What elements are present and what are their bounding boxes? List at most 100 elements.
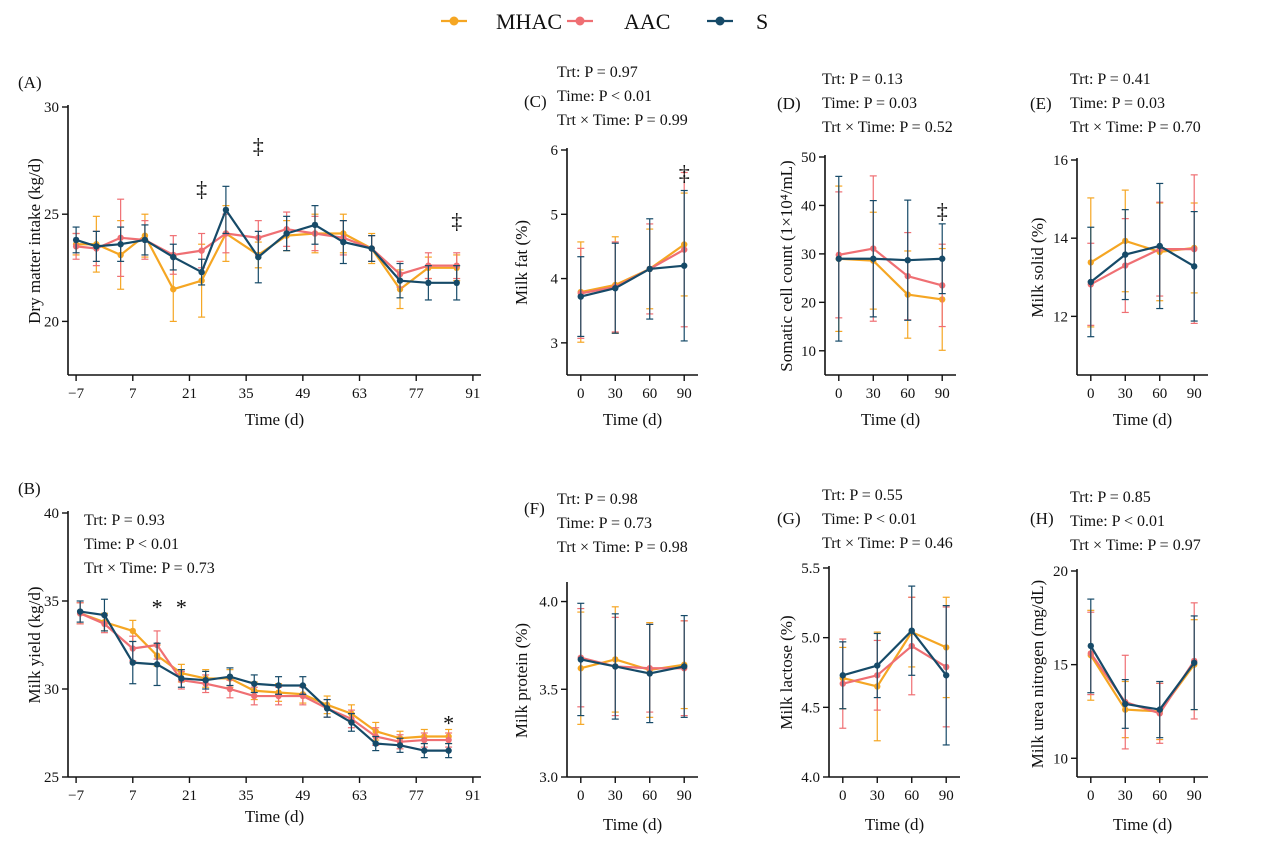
x-tick-label: 60 xyxy=(1152,386,1167,402)
series-line xyxy=(79,612,449,743)
y-tick-label: 50 xyxy=(801,150,816,166)
x-tick-label: 0 xyxy=(1087,788,1095,804)
x-axis-title: Time (d) xyxy=(603,815,662,834)
y-tick-label: 20 xyxy=(1053,564,1068,580)
x-tick-label: 30 xyxy=(608,788,623,804)
x-tick-label: 30 xyxy=(870,788,885,804)
series-line xyxy=(79,610,449,752)
panel-g: (G) Trt: P = 0.55 Time: P < 0.01 Trt × Time… xyxy=(777,487,960,834)
x-tick-label: 90 xyxy=(939,788,954,804)
panel-label: (E) xyxy=(1030,94,1052,113)
x-tick-label: 0 xyxy=(839,788,847,804)
series-s xyxy=(839,585,950,746)
series-line xyxy=(838,257,943,301)
x-tick-label: 7 xyxy=(129,386,137,402)
series-s xyxy=(577,189,688,342)
y-tick-label: 20 xyxy=(44,314,59,330)
y-tick-label: 10 xyxy=(801,344,816,360)
y-tick-label: 40 xyxy=(801,198,816,214)
legend-item-aac: AAC xyxy=(567,9,670,34)
y-axis-title: Milk fat (%) xyxy=(512,220,531,305)
x-tick-label: 30 xyxy=(866,386,881,402)
data-point xyxy=(1122,251,1129,258)
data-point xyxy=(421,747,428,754)
data-point xyxy=(101,611,108,619)
series-mhac xyxy=(835,185,946,351)
error-bars xyxy=(835,185,946,351)
legend-marker xyxy=(575,16,585,26)
series-s xyxy=(72,185,461,301)
stat-line: Trt × Time: P = 0.70 xyxy=(1070,119,1201,136)
x-tick-label: 63 xyxy=(352,788,367,804)
x-tick-label: 30 xyxy=(1118,386,1133,402)
y-axis-title: Somatic cell count (1×10⁴/mL) xyxy=(777,160,796,371)
data-point xyxy=(445,736,452,744)
x-tick-label: 49 xyxy=(295,386,310,402)
x-tick-label: 7 xyxy=(129,788,137,804)
data-point xyxy=(577,293,584,300)
x-tick-label: 0 xyxy=(577,386,585,402)
x-axis-title: Time (d) xyxy=(245,807,304,826)
x-tick-label: 60 xyxy=(904,788,919,804)
series-s xyxy=(1087,598,1198,739)
series-line xyxy=(580,264,685,298)
legend-marker xyxy=(715,16,725,26)
error-bars xyxy=(577,189,688,342)
data-point xyxy=(202,677,209,684)
data-point xyxy=(1156,706,1163,713)
x-tick-label: 77 xyxy=(409,386,425,402)
data-point xyxy=(445,747,452,754)
data-point xyxy=(421,736,428,744)
stat-line: Time: P < 0.01 xyxy=(1070,513,1165,530)
x-tick-label: 21 xyxy=(182,386,197,402)
y-tick-label: 25 xyxy=(44,770,59,786)
error-bars xyxy=(839,585,950,746)
data-point xyxy=(170,286,177,293)
y-axis-title: Milk lactose (%) xyxy=(777,615,796,729)
y-axis-title: Milk urea nitrogen (mg/dL) xyxy=(1028,580,1047,768)
data-point xyxy=(453,279,460,287)
error-bars xyxy=(839,596,950,742)
data-point xyxy=(117,241,124,248)
x-tick-label: 0 xyxy=(1087,386,1095,402)
stat-line: Time: P < 0.01 xyxy=(822,511,917,528)
stat-line: Trt × Time: P = 0.46 xyxy=(822,535,953,552)
data-point xyxy=(251,692,258,700)
legend-label: AAC xyxy=(624,9,670,34)
x-tick-label: −7 xyxy=(68,788,84,804)
data-point xyxy=(348,719,355,726)
data-point xyxy=(1156,242,1163,250)
series-line xyxy=(842,644,947,685)
x-tick-label: 60 xyxy=(1152,788,1167,804)
stat-line: Trt: P = 0.55 xyxy=(822,487,903,504)
data-point xyxy=(839,672,846,679)
significance-marker: ‡ xyxy=(253,134,264,159)
x-tick-label: 90 xyxy=(1187,788,1202,804)
data-point xyxy=(283,230,290,237)
panel-d: (D) Trt: P = 0.13 Time: P = 0.03 Trt × Time… xyxy=(777,71,956,429)
legend-label: S xyxy=(756,9,768,34)
data-point xyxy=(255,253,262,261)
data-point xyxy=(275,682,282,689)
x-axis-title: Time (d) xyxy=(603,410,662,429)
x-tick-label: 30 xyxy=(1118,788,1133,804)
data-point xyxy=(340,238,347,246)
data-point xyxy=(396,742,404,749)
stat-line: Trt: P = 0.13 xyxy=(822,71,903,88)
y-tick-label: 35 xyxy=(44,594,59,610)
data-point xyxy=(72,236,80,244)
panel-label: (F) xyxy=(524,499,545,518)
data-point xyxy=(198,268,205,276)
data-point xyxy=(396,277,404,284)
data-point xyxy=(835,255,842,262)
x-tick-label: 35 xyxy=(239,788,254,804)
x-tick-label: 0 xyxy=(577,788,585,804)
stat-line: Trt × Time: P = 0.52 xyxy=(822,119,953,136)
error-bars xyxy=(839,596,950,729)
y-axis-title: Dry matter intake (kg/d) xyxy=(25,158,44,324)
series-s xyxy=(577,602,688,724)
y-tick-label: 10 xyxy=(1053,751,1068,767)
legend-item-s: S xyxy=(707,9,768,34)
x-tick-label: 90 xyxy=(935,386,950,402)
data-point xyxy=(222,206,230,214)
